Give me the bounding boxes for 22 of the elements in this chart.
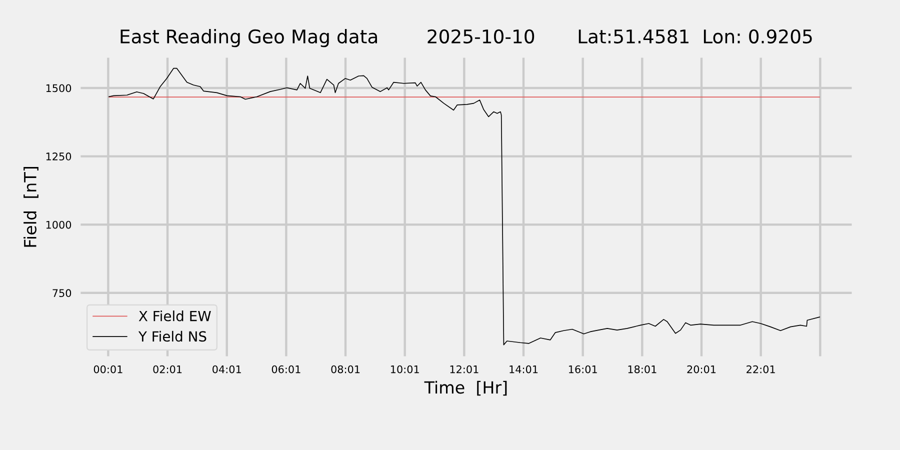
y-tick-label: 750 bbox=[52, 289, 72, 298]
x-tick-label: 22:01 bbox=[746, 365, 775, 374]
x-tick-label: 08:01 bbox=[331, 365, 360, 374]
chart-title: East Reading Geo Mag data 2025-10-10 Lat:51.4581 Lon: 0.9205 bbox=[120, 29, 812, 48]
x-tick-label: 18:01 bbox=[628, 365, 656, 374]
x-tick-label: 14:01 bbox=[510, 365, 538, 374]
x-tick-label: 16:01 bbox=[568, 365, 597, 374]
line-series bbox=[108, 68, 820, 346]
x-tick-label: 06:01 bbox=[272, 365, 300, 374]
y-axis-title: Field [nT] bbox=[24, 167, 38, 247]
x-tick-label: 00:01 bbox=[94, 365, 122, 374]
y-tick-label: 1250 bbox=[46, 152, 72, 160]
x-tick-label: 02:01 bbox=[153, 365, 182, 374]
y-tick-label: 1500 bbox=[46, 84, 72, 92]
legend-label: Y Field NS bbox=[138, 330, 206, 342]
x-axis-title: Time [Hr] bbox=[424, 380, 507, 396]
x-tick-label: 04:01 bbox=[212, 365, 241, 374]
y-tick-label: 1000 bbox=[46, 220, 72, 229]
x-tick-label: 20:01 bbox=[687, 365, 716, 374]
legend-label: X Field EW bbox=[138, 310, 211, 322]
x-tick-label: 10:01 bbox=[390, 365, 419, 374]
x-tick-label: 12:01 bbox=[450, 365, 478, 374]
